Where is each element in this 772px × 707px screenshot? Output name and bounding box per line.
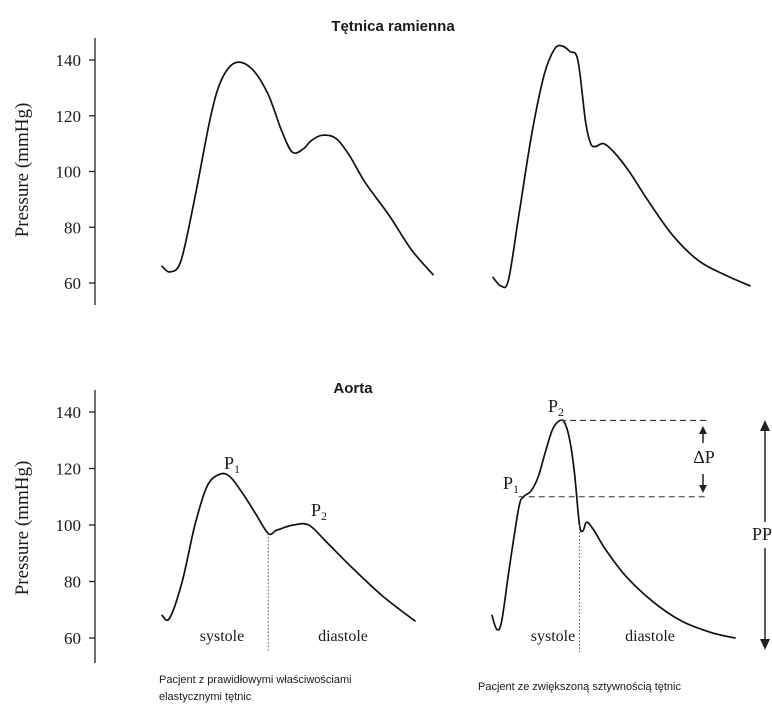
y-tick-label: 120 — [56, 460, 82, 479]
top-y-ticks: 60 80 100 120 140 — [56, 51, 95, 293]
y-tick-label: 100 — [56, 163, 82, 182]
top-title: Tętnica ramienna — [331, 18, 455, 35]
p1-label-right: P1 — [503, 473, 519, 496]
phase-label-diastole-right: diastole — [625, 628, 675, 645]
curve-brachial-stiff — [492, 44, 751, 289]
caption-right: Pacjent ze zwiększoną sztywnością tętnic — [478, 681, 681, 693]
p2-label-right: P2 — [548, 396, 564, 419]
y-tick-label: 60 — [64, 629, 81, 648]
phase-label-diastole-left: diastole — [318, 628, 368, 645]
y-tick-label: 140 — [56, 51, 82, 70]
delta-p-label: ΔP — [693, 447, 715, 467]
phase-label-systole-right: systole — [531, 628, 575, 645]
top-y-axis-label: Pressure (mmHg) — [12, 103, 33, 238]
pp-arrow — [760, 420, 770, 650]
curve-aorta-normal — [161, 472, 416, 622]
phase-label-systole-left: systole — [200, 628, 244, 645]
delta-p-arrows — [699, 426, 707, 493]
p1-label-left: P1 — [224, 453, 240, 476]
y-tick-label: 140 — [56, 403, 82, 422]
y-tick-label: 80 — [64, 218, 81, 237]
p2-label-left: P2 — [311, 500, 327, 523]
y-tick-label: 80 — [64, 573, 81, 592]
caption-left-line1: Pacjent z prawidłowymi właściwościami — [159, 674, 352, 686]
y-tick-label: 120 — [56, 107, 82, 126]
curve-brachial-normal — [161, 61, 434, 276]
bottom-title: Aorta — [333, 380, 373, 397]
bottom-y-axis-label: Pressure (mmHg) — [12, 461, 33, 596]
curve-aorta-stiff — [491, 419, 736, 639]
caption-left-line2: elastycznymi tętnic — [159, 691, 252, 703]
bottom-y-ticks: 60 80 100 120 140 — [56, 403, 95, 648]
y-tick-label: 60 — [64, 274, 81, 293]
y-tick-label: 100 — [56, 516, 82, 535]
pp-label: PP — [752, 524, 772, 544]
